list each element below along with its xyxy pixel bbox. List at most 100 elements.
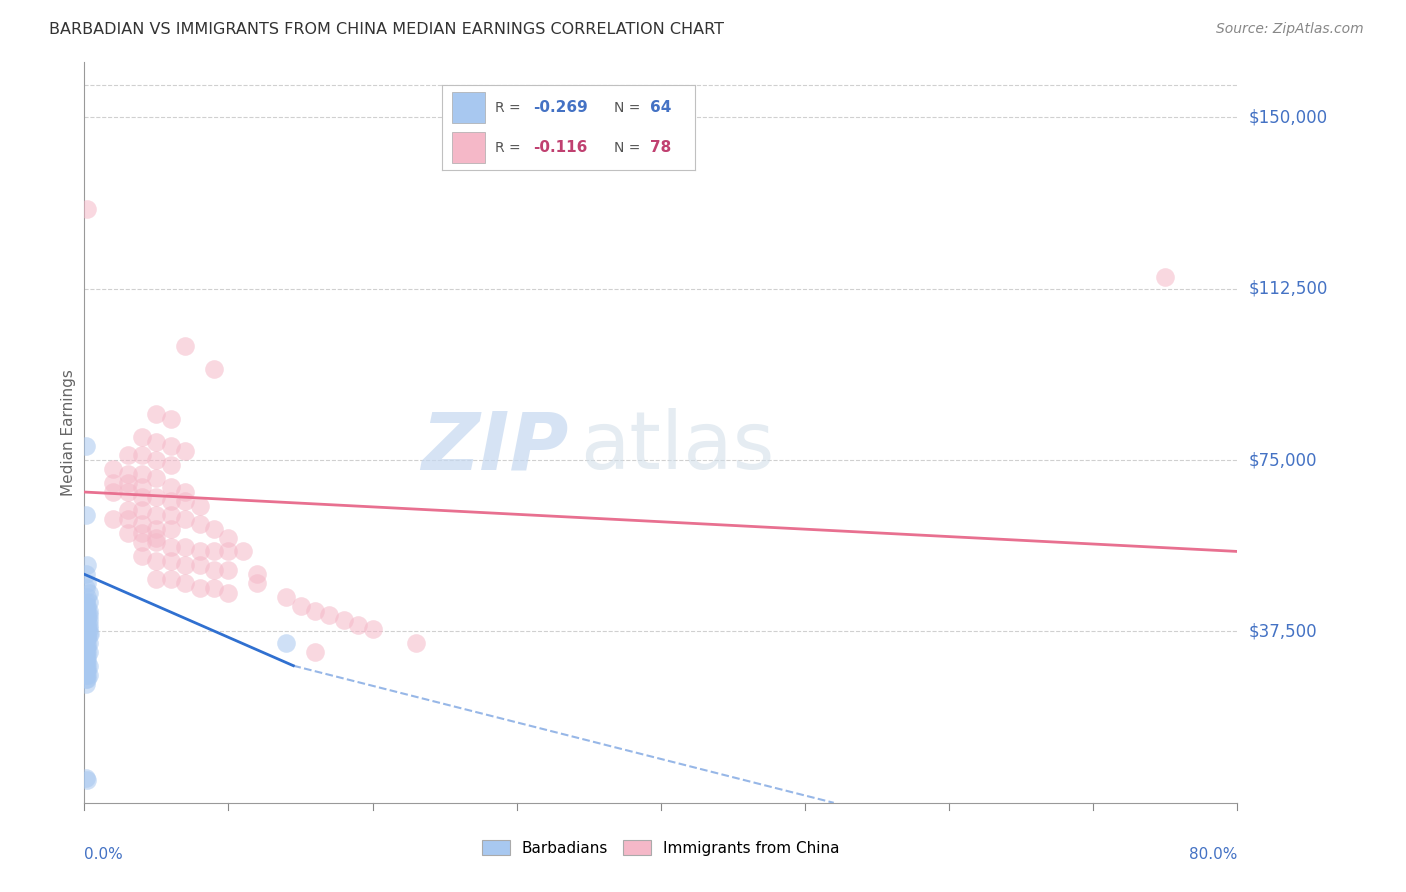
- Point: [76, 658, 98, 673]
- Point: [77, 636, 100, 650]
- Point: [361, 622, 384, 636]
- Text: 0.0%: 0.0%: [84, 847, 124, 863]
- Point: [76, 576, 98, 591]
- Point: [76, 613, 98, 627]
- Point: [76, 640, 98, 655]
- Point: [188, 581, 211, 595]
- Point: [77, 626, 100, 640]
- Point: [188, 499, 211, 513]
- Point: [145, 471, 167, 485]
- Point: [405, 636, 427, 650]
- Text: $150,000: $150,000: [1249, 108, 1327, 127]
- Point: [160, 553, 183, 567]
- Point: [77, 613, 100, 627]
- Point: [76, 622, 98, 636]
- Point: [131, 449, 153, 463]
- Point: [188, 516, 211, 531]
- Point: [77, 668, 100, 682]
- Point: [117, 512, 139, 526]
- Text: BARBADIAN VS IMMIGRANTS FROM CHINA MEDIAN EARNINGS CORRELATION CHART: BARBADIAN VS IMMIGRANTS FROM CHINA MEDIA…: [49, 22, 724, 37]
- Point: [75, 595, 97, 609]
- Point: [145, 434, 167, 449]
- Point: [160, 522, 183, 536]
- Point: [75, 613, 97, 627]
- Point: [75, 567, 97, 582]
- Point: [75, 508, 97, 522]
- Text: $37,500: $37,500: [1249, 623, 1317, 640]
- Point: [131, 549, 153, 563]
- Point: [218, 585, 240, 599]
- Text: 80.0%: 80.0%: [1189, 847, 1237, 863]
- Point: [160, 439, 183, 453]
- Point: [75, 645, 97, 659]
- Text: ZIP: ZIP: [422, 409, 568, 486]
- Point: [145, 572, 167, 586]
- Point: [75, 624, 97, 639]
- Point: [76, 617, 98, 632]
- Point: [76, 673, 98, 687]
- Point: [76, 620, 98, 634]
- Point: [75, 622, 97, 636]
- Point: [131, 526, 153, 541]
- Point: [145, 508, 167, 522]
- Point: [304, 645, 326, 659]
- Point: [75, 633, 97, 648]
- Point: [202, 522, 225, 536]
- Point: [76, 608, 98, 623]
- Point: [75, 608, 97, 623]
- Point: [75, 599, 97, 614]
- Y-axis label: Median Earnings: Median Earnings: [60, 369, 76, 496]
- Point: [77, 622, 100, 636]
- Point: [75, 632, 97, 646]
- Point: [246, 567, 269, 582]
- Point: [117, 475, 139, 490]
- Point: [76, 604, 98, 618]
- Point: [75, 626, 97, 640]
- Point: [131, 535, 153, 549]
- Point: [1154, 270, 1177, 285]
- Point: [77, 585, 100, 599]
- Point: [76, 558, 98, 573]
- Point: [76, 590, 98, 604]
- Point: [276, 636, 298, 650]
- Point: [131, 467, 153, 481]
- Point: [131, 490, 153, 504]
- Point: [131, 480, 153, 494]
- Text: $112,500: $112,500: [1249, 280, 1327, 298]
- Point: [76, 629, 98, 643]
- Point: [75, 663, 97, 677]
- Point: [131, 516, 153, 531]
- Point: [76, 599, 98, 614]
- Point: [174, 485, 197, 500]
- Text: $75,000: $75,000: [1249, 451, 1317, 469]
- Point: [76, 649, 98, 664]
- Point: [77, 658, 100, 673]
- Point: [218, 563, 240, 577]
- Point: [145, 531, 167, 545]
- Point: [145, 408, 167, 422]
- Point: [318, 608, 340, 623]
- Point: [75, 604, 97, 618]
- Point: [174, 494, 197, 508]
- Point: [117, 449, 139, 463]
- Point: [202, 361, 225, 376]
- Point: [333, 613, 356, 627]
- Point: [77, 608, 100, 623]
- Point: [160, 572, 183, 586]
- Point: [145, 453, 167, 467]
- Point: [174, 443, 197, 458]
- Point: [77, 645, 100, 659]
- Point: [76, 626, 98, 640]
- Point: [145, 490, 167, 504]
- Point: [75, 668, 97, 682]
- Text: Source: ZipAtlas.com: Source: ZipAtlas.com: [1216, 22, 1364, 37]
- Point: [76, 772, 98, 787]
- Point: [117, 467, 139, 481]
- Point: [79, 626, 101, 640]
- Text: atlas: atlas: [581, 409, 775, 486]
- Point: [76, 611, 98, 625]
- Point: [76, 654, 98, 668]
- Point: [174, 540, 197, 554]
- Point: [160, 412, 183, 426]
- Point: [276, 590, 298, 604]
